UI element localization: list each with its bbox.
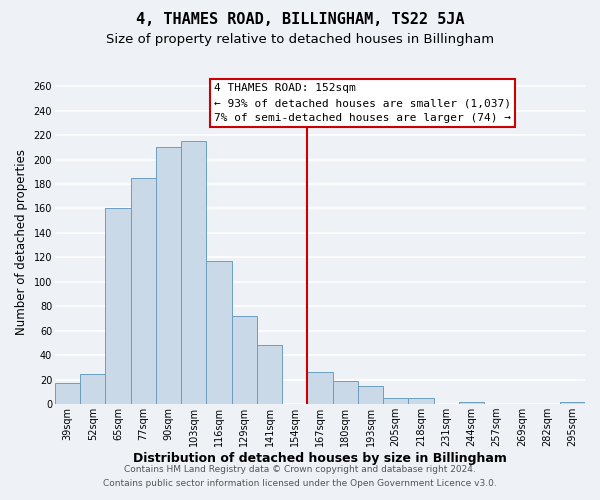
Bar: [206, 261, 232, 404]
Bar: [358, 386, 383, 404]
Bar: [409, 398, 434, 404]
Bar: [80, 374, 106, 404]
Bar: [55, 384, 80, 404]
Text: Size of property relative to detached houses in Billingham: Size of property relative to detached ho…: [106, 32, 494, 46]
Bar: [383, 398, 409, 404]
Bar: [106, 208, 131, 404]
Bar: [560, 402, 585, 404]
Bar: [156, 148, 181, 404]
Bar: [307, 372, 332, 404]
Bar: [181, 141, 206, 404]
X-axis label: Distribution of detached houses by size in Billingham: Distribution of detached houses by size …: [133, 452, 507, 465]
Text: 4 THAMES ROAD: 152sqm
← 93% of detached houses are smaller (1,037)
7% of semi-de: 4 THAMES ROAD: 152sqm ← 93% of detached …: [214, 83, 511, 123]
Bar: [332, 381, 358, 404]
Bar: [232, 316, 257, 404]
Y-axis label: Number of detached properties: Number of detached properties: [15, 149, 28, 335]
Text: 4, THAMES ROAD, BILLINGHAM, TS22 5JA: 4, THAMES ROAD, BILLINGHAM, TS22 5JA: [136, 12, 464, 28]
Text: Contains HM Land Registry data © Crown copyright and database right 2024.
Contai: Contains HM Land Registry data © Crown c…: [103, 466, 497, 487]
Bar: [257, 346, 282, 404]
Bar: [459, 402, 484, 404]
Bar: [131, 178, 156, 404]
